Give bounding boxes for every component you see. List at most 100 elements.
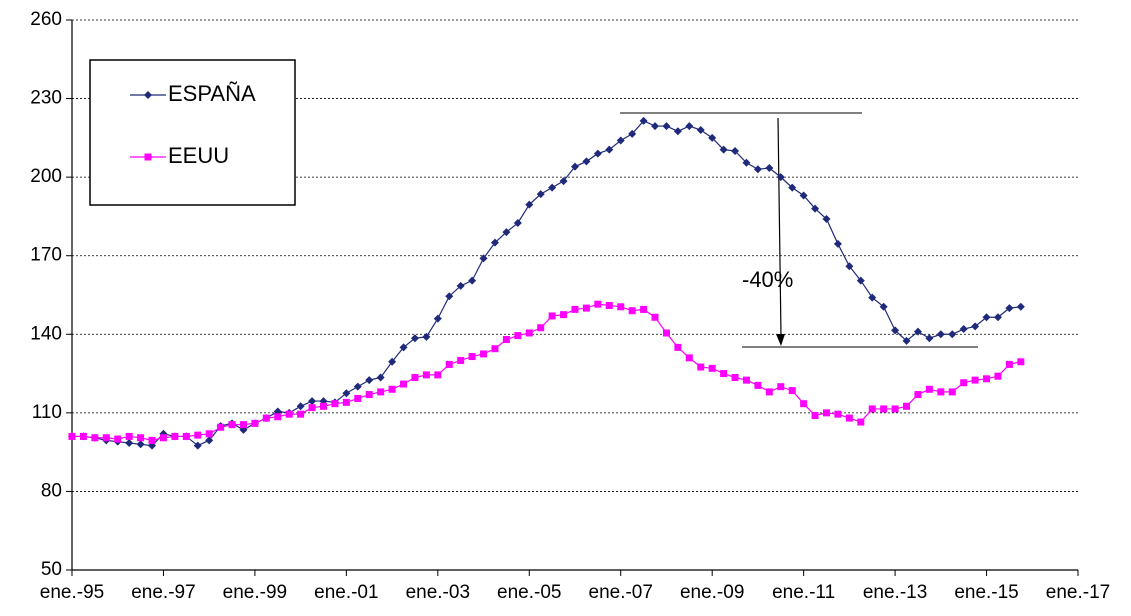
y-tick-label: 80 — [41, 480, 62, 501]
x-tick-label: ene.-97 — [131, 582, 195, 603]
data-point — [662, 122, 671, 131]
data-point — [136, 440, 145, 449]
data-point — [91, 434, 99, 442]
data-point — [605, 145, 614, 154]
data-point — [891, 405, 899, 413]
data-point — [685, 354, 693, 362]
data-point — [834, 410, 842, 418]
data-point — [205, 430, 213, 438]
data-point — [823, 409, 830, 417]
data-point — [662, 329, 670, 337]
x-tick-label: ene.-05 — [497, 582, 561, 603]
data-point — [537, 324, 545, 332]
data-point — [296, 402, 305, 411]
data-point — [799, 191, 808, 200]
data-point — [354, 394, 362, 402]
data-point — [525, 329, 533, 337]
data-point — [708, 364, 716, 372]
data-point — [617, 303, 625, 311]
legend-marker — [144, 153, 152, 161]
data-point — [251, 419, 259, 427]
data-point — [628, 307, 636, 315]
data-point — [788, 387, 796, 395]
data-point — [1017, 358, 1025, 366]
data-point — [685, 122, 694, 131]
data-point — [525, 200, 534, 209]
data-point — [490, 238, 499, 247]
data-point — [445, 360, 453, 368]
data-point — [548, 183, 557, 192]
x-tick-label: ene.-03 — [406, 582, 470, 603]
data-point — [68, 432, 76, 440]
data-point — [445, 292, 454, 301]
data-point — [137, 434, 145, 442]
x-tick-label: ene.-01 — [314, 582, 378, 603]
data-point — [560, 311, 568, 319]
data-point — [514, 332, 522, 340]
data-point — [365, 391, 373, 399]
data-point — [959, 325, 968, 334]
data-point — [891, 326, 900, 335]
data-point — [845, 414, 853, 422]
data-point — [148, 436, 156, 444]
data-point — [114, 435, 122, 443]
data-point — [822, 215, 831, 224]
data-point — [320, 402, 327, 410]
x-tick-label: ene.-13 — [863, 582, 927, 603]
data-point — [205, 436, 214, 445]
x-tick-label: ene.-07 — [589, 582, 653, 603]
data-point — [913, 327, 922, 336]
data-point — [434, 371, 442, 379]
data-point — [673, 127, 682, 136]
x-tick-label: ene.-11 — [772, 582, 835, 603]
data-point — [331, 400, 339, 408]
y-tick-label: 200 — [30, 166, 62, 187]
data-point — [833, 239, 842, 248]
data-point — [640, 305, 648, 313]
annotation-arrow — [777, 117, 782, 337]
data-point — [856, 276, 865, 285]
data-point — [936, 330, 945, 339]
data-point — [513, 218, 522, 227]
data-point — [536, 190, 545, 199]
arrow-head — [776, 334, 785, 346]
data-point — [937, 388, 945, 396]
y-tick-label: 50 — [41, 559, 62, 580]
data-point — [1005, 360, 1013, 368]
data-point — [651, 313, 659, 321]
data-point — [377, 388, 385, 396]
data-point — [948, 388, 956, 396]
data-point — [262, 414, 270, 422]
data-point — [480, 350, 488, 358]
data-point — [376, 373, 385, 382]
data-point — [776, 173, 785, 182]
data-point — [925, 385, 933, 393]
data-point — [925, 334, 934, 343]
data-point — [765, 163, 774, 172]
y-tick-label: 260 — [30, 9, 62, 30]
data-point — [217, 423, 225, 431]
data-point — [960, 379, 968, 387]
data-point — [125, 438, 134, 447]
y-tick-label: 140 — [30, 323, 62, 344]
y-tick-label: 110 — [32, 402, 62, 423]
data-point — [400, 380, 408, 388]
x-tick-label: ene.-15 — [954, 582, 1018, 603]
data-point — [342, 398, 350, 406]
data-point — [582, 304, 590, 312]
data-point — [993, 313, 1002, 322]
data-point — [765, 388, 773, 396]
data-point — [79, 432, 87, 440]
data-point — [353, 382, 362, 391]
data-point — [948, 330, 957, 339]
data-point — [194, 431, 202, 439]
data-point — [308, 397, 317, 406]
legend-label: EEUU — [168, 143, 229, 168]
x-tick-label: ene.-99 — [223, 582, 287, 603]
data-point — [696, 126, 705, 134]
data-point — [902, 336, 911, 345]
legend-label: ESPAÑA — [168, 81, 256, 106]
series-line — [72, 303, 1021, 441]
data-point — [502, 336, 510, 344]
data-point — [1016, 302, 1025, 311]
